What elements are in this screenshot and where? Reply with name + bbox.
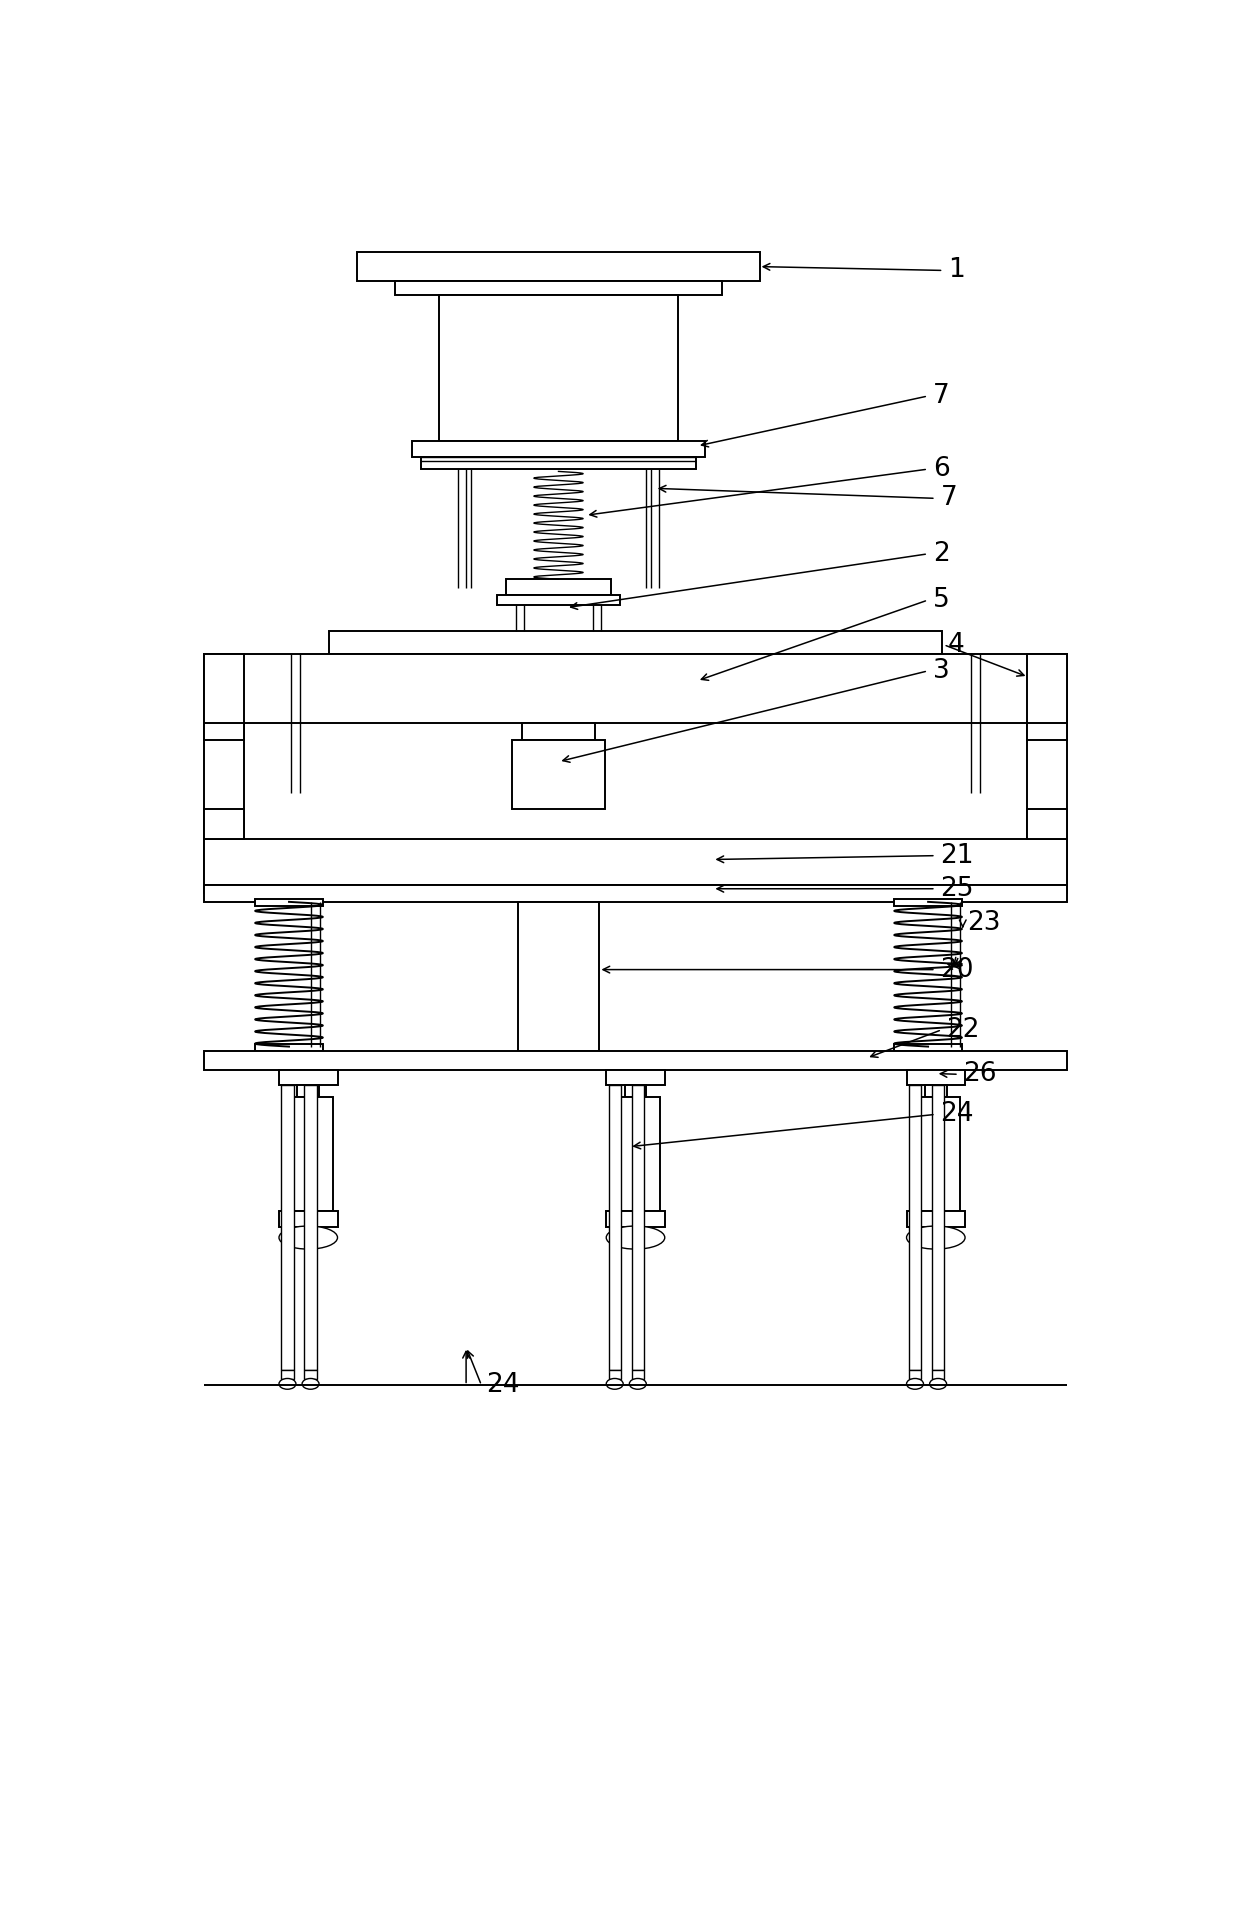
Bar (205, 724, 244, 739)
Text: 25: 25 (940, 876, 973, 902)
Bar (497, 595, 620, 605)
Bar (396, 280, 722, 296)
Text: 22: 22 (946, 1018, 980, 1043)
Bar (1027, 724, 1066, 739)
Ellipse shape (906, 1379, 924, 1390)
Text: 1: 1 (949, 257, 965, 284)
Bar (909, 1085, 921, 1371)
Bar (631, 1085, 644, 1371)
Ellipse shape (303, 1379, 319, 1390)
Bar (279, 1212, 337, 1227)
Bar (609, 1085, 621, 1371)
Bar (205, 810, 244, 839)
Text: 4: 4 (949, 632, 965, 659)
Bar (506, 580, 611, 595)
Text: 7: 7 (932, 382, 950, 409)
Bar (631, 1371, 644, 1379)
Text: 7: 7 (940, 486, 957, 511)
Ellipse shape (930, 1379, 946, 1390)
Text: 2: 2 (932, 541, 950, 566)
Text: 5: 5 (932, 588, 950, 612)
Bar (439, 296, 678, 442)
Ellipse shape (279, 1227, 337, 1250)
Text: 6: 6 (932, 457, 950, 482)
Ellipse shape (906, 1227, 965, 1250)
Bar (911, 1098, 961, 1212)
Text: 3: 3 (932, 659, 950, 684)
Bar (298, 1085, 319, 1098)
Bar (932, 1085, 945, 1371)
Bar (304, 1371, 316, 1379)
Bar (894, 1044, 962, 1052)
Bar (894, 899, 962, 906)
Bar (611, 1098, 660, 1212)
Bar (1027, 810, 1066, 839)
Bar (609, 1371, 621, 1379)
Bar (932, 1371, 945, 1379)
Bar (606, 1212, 665, 1227)
Text: 24: 24 (486, 1373, 520, 1398)
Text: 26: 26 (963, 1062, 997, 1087)
Bar (205, 885, 1066, 902)
Bar (512, 739, 605, 810)
Bar (205, 1052, 1066, 1069)
Bar (518, 902, 599, 1052)
Bar (205, 839, 1066, 885)
Bar (906, 1069, 965, 1085)
Ellipse shape (606, 1379, 624, 1390)
Text: 21: 21 (940, 843, 973, 868)
Bar (279, 1069, 337, 1085)
Bar (925, 1085, 946, 1098)
Bar (329, 632, 942, 655)
Bar (625, 1085, 646, 1098)
Text: 20: 20 (940, 956, 973, 983)
Ellipse shape (279, 1379, 296, 1390)
Bar (205, 655, 1066, 724)
Bar (255, 1044, 322, 1052)
Bar (412, 442, 704, 457)
Bar (284, 1098, 332, 1212)
Bar (304, 1085, 316, 1371)
Ellipse shape (606, 1227, 665, 1250)
Bar (205, 655, 244, 893)
Bar (281, 1371, 294, 1379)
Bar (909, 1371, 921, 1379)
Bar (281, 1085, 294, 1371)
Bar (255, 899, 322, 906)
Ellipse shape (630, 1379, 646, 1390)
Bar (1027, 655, 1066, 893)
Bar (522, 724, 595, 739)
Bar (906, 1212, 965, 1227)
Bar (357, 252, 760, 280)
Bar (422, 457, 696, 468)
Text: 24: 24 (940, 1102, 973, 1127)
Bar (606, 1069, 665, 1085)
Text: 23: 23 (967, 910, 1001, 937)
